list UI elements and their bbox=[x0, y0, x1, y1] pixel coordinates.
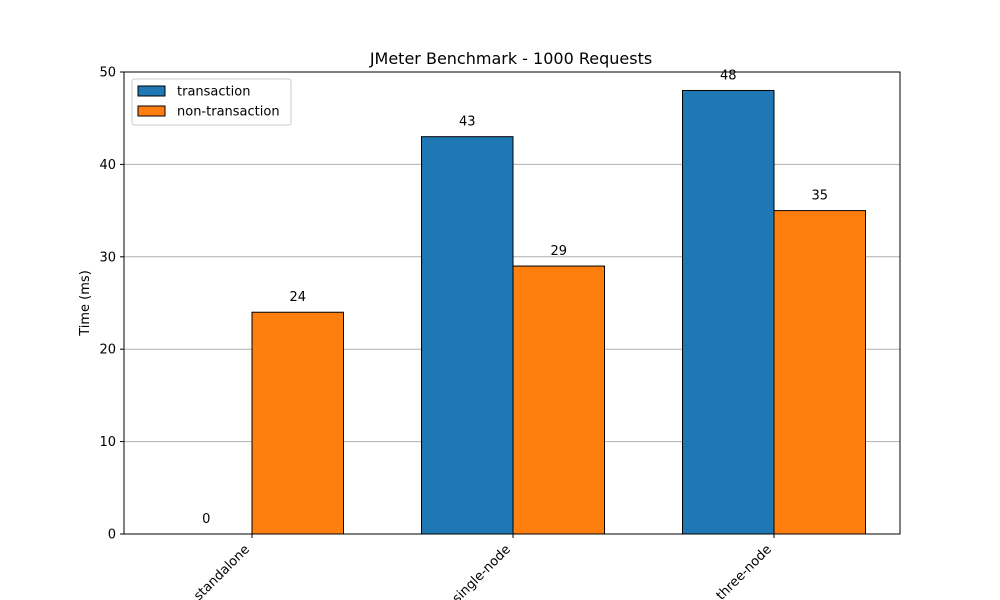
legend-label: transaction bbox=[177, 85, 250, 100]
x-tick-label: standalone bbox=[191, 542, 253, 600]
bar-non-transaction-standalone bbox=[251, 311, 344, 535]
y-tick-label: 0 bbox=[108, 528, 116, 543]
x-tick-label: single-node bbox=[450, 542, 514, 600]
legend: transaction non-transaction bbox=[131, 78, 292, 126]
x-axis: standalone single-node three-node bbox=[191, 534, 775, 600]
legend-label: non-transaction bbox=[177, 105, 280, 120]
x-tick-label: three-node bbox=[714, 542, 775, 600]
bars-layer bbox=[251, 89, 866, 535]
y-tick-label: 10 bbox=[99, 435, 116, 450]
data-label: 29 bbox=[550, 244, 567, 259]
y-tick-label: 50 bbox=[99, 66, 116, 81]
y-tick-label: 20 bbox=[99, 343, 116, 358]
data-label: 35 bbox=[811, 189, 828, 204]
legend-swatch-non-transaction bbox=[137, 105, 166, 117]
bar-transaction-three-node bbox=[682, 89, 775, 535]
legend-swatch-transaction bbox=[137, 85, 166, 97]
y-tick-label: 30 bbox=[99, 250, 116, 265]
y-tick-label: 40 bbox=[99, 158, 116, 173]
chart-title: JMeter Benchmark - 1000 Requests bbox=[369, 49, 652, 68]
y-axis: 0 10 20 30 40 50 bbox=[99, 66, 124, 543]
data-label: 24 bbox=[289, 290, 306, 305]
data-label: 48 bbox=[720, 68, 737, 83]
legend-box bbox=[131, 78, 292, 126]
data-label: 43 bbox=[459, 115, 476, 130]
data-label: 0 bbox=[202, 512, 210, 527]
plot-frame bbox=[123, 71, 901, 535]
bar-transaction-single-node bbox=[421, 136, 514, 535]
bar-non-transaction-single-node bbox=[512, 265, 605, 535]
y-axis-label: Time (ms) bbox=[78, 270, 93, 337]
bar-non-transaction-three-node bbox=[773, 210, 866, 535]
